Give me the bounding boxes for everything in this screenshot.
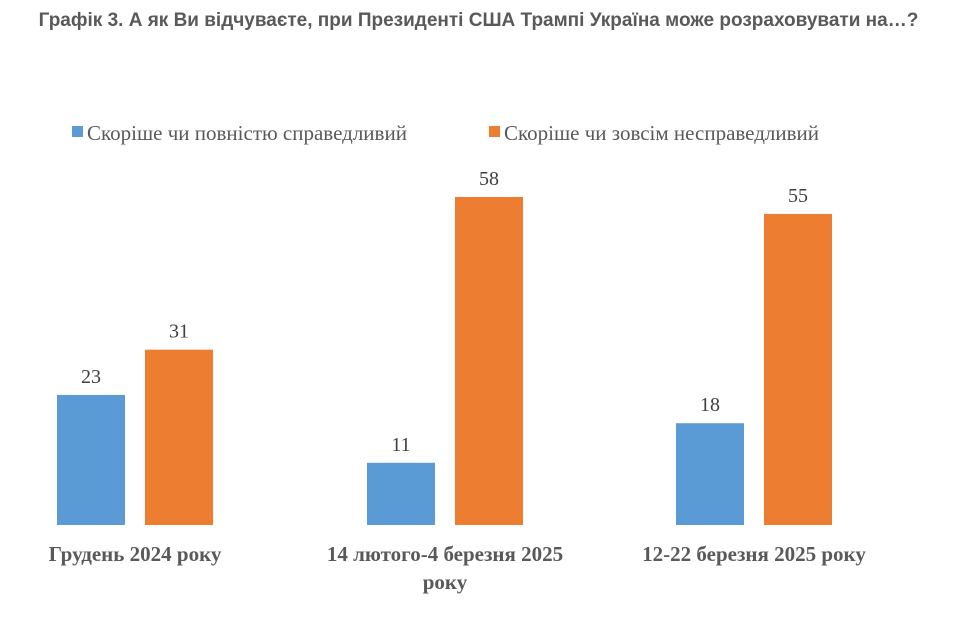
category-label: 14 лютого-4 березня 2025 [327, 542, 563, 566]
bar [57, 394, 125, 525]
legend-swatch [72, 126, 83, 137]
data-label: 31 [169, 321, 189, 343]
bar [455, 197, 523, 525]
legend-swatch [489, 126, 500, 137]
category-label: 12-22 березня 2025 року [642, 542, 866, 566]
category-label: року [423, 570, 468, 594]
data-label: 23 [81, 366, 101, 388]
legend-label: Скоріше чи зовсім несправедливий [504, 121, 819, 145]
legend-label: Скоріше чи повністю справедливий [87, 121, 407, 145]
data-label: 11 [391, 434, 410, 456]
data-label: 58 [479, 168, 499, 190]
data-label: 55 [788, 185, 808, 207]
chart-title: Графік 3. А як Ви відчуваєте, при Презид… [38, 10, 919, 31]
bar [367, 462, 435, 525]
bar [145, 349, 213, 525]
bar [676, 423, 744, 525]
category-label: Грудень 2024 року [49, 542, 222, 566]
bar [764, 213, 832, 525]
data-label: 18 [700, 394, 720, 416]
